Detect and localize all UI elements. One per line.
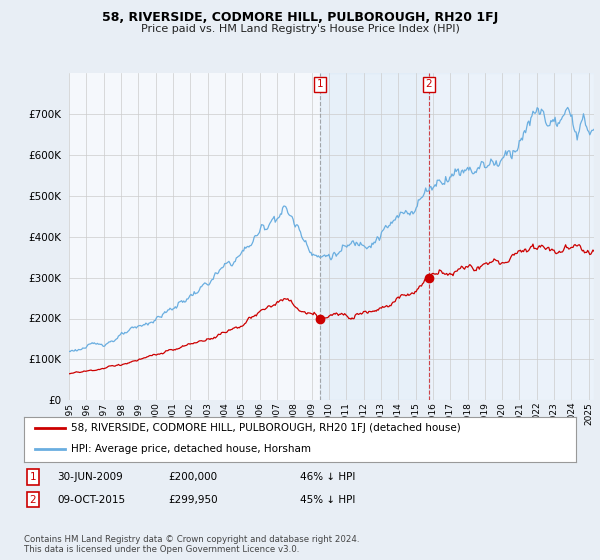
Text: 09-OCT-2015: 09-OCT-2015	[57, 494, 125, 505]
Text: 1: 1	[29, 472, 37, 482]
Bar	[429, 73, 594, 400]
Text: 46% ↓ HPI: 46% ↓ HPI	[300, 472, 355, 482]
Text: Price paid vs. HM Land Registry's House Price Index (HPI): Price paid vs. HM Land Registry's House …	[140, 24, 460, 34]
Text: 58, RIVERSIDE, CODMORE HILL, PULBOROUGH, RH20 1FJ (detached house): 58, RIVERSIDE, CODMORE HILL, PULBOROUGH,…	[71, 423, 461, 433]
Text: 45% ↓ HPI: 45% ↓ HPI	[300, 494, 355, 505]
Text: 2: 2	[425, 80, 432, 90]
Text: £299,950: £299,950	[168, 494, 218, 505]
Bar	[320, 73, 429, 400]
Text: 58, RIVERSIDE, CODMORE HILL, PULBOROUGH, RH20 1FJ: 58, RIVERSIDE, CODMORE HILL, PULBOROUGH,…	[102, 11, 498, 24]
Text: 30-JUN-2009: 30-JUN-2009	[57, 472, 123, 482]
Text: 2: 2	[29, 494, 37, 505]
Text: HPI: Average price, detached house, Horsham: HPI: Average price, detached house, Hors…	[71, 444, 311, 454]
Text: £200,000: £200,000	[168, 472, 217, 482]
Text: Contains HM Land Registry data © Crown copyright and database right 2024.
This d: Contains HM Land Registry data © Crown c…	[24, 535, 359, 554]
Text: 1: 1	[317, 80, 323, 90]
